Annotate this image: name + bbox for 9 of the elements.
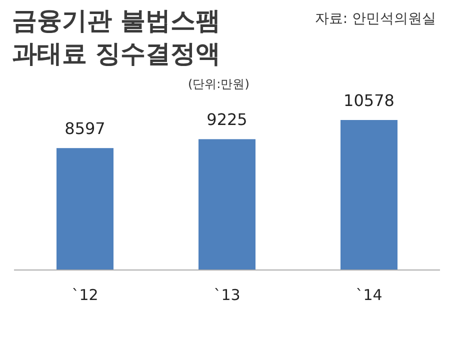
chart-subtitle: (단위:만원) xyxy=(188,76,250,93)
data-label: 8597 xyxy=(64,119,106,138)
data-label: 9225 xyxy=(206,110,248,130)
data-label: 10578 xyxy=(344,91,394,110)
x-tick-label: `14 xyxy=(356,286,382,304)
chart-title: 금융기관 불법스팸 과태료 징수결정액 xyxy=(12,5,222,70)
x-tick-label: `12 xyxy=(72,286,98,304)
text: 자료: 안민석의원실 xyxy=(314,10,436,28)
x-tick-label: `13 xyxy=(214,286,240,304)
